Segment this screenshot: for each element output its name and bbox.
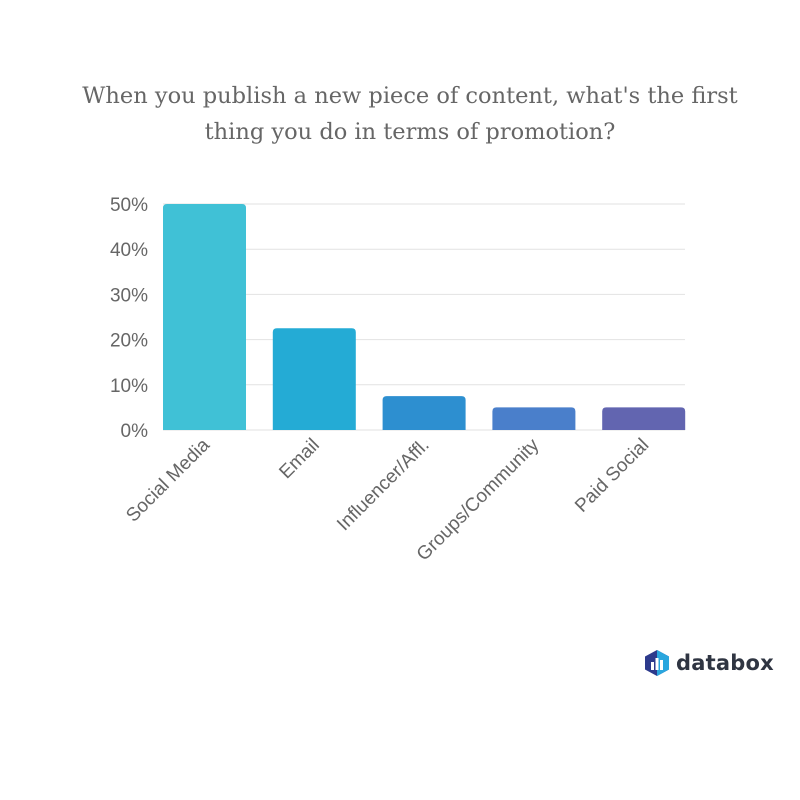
databox-wordmark: databox bbox=[676, 651, 774, 675]
y-tick-label: 40% bbox=[110, 240, 148, 261]
x-axis-ticks: Social Media Email Influencer/Affl.Groups/… bbox=[122, 434, 653, 565]
y-tick-label: 10% bbox=[110, 376, 148, 397]
databox-logo: databox bbox=[644, 648, 774, 678]
bar bbox=[163, 204, 246, 430]
chart-title: When you publish a new piece of content,… bbox=[40, 78, 780, 150]
y-tick-label: 50% bbox=[110, 195, 148, 216]
x-tick-label: Influencer/Affl. bbox=[333, 435, 433, 535]
x-tick-label: Groups/Community bbox=[413, 434, 544, 565]
chart-title-line-2: thing you do in terms of promotion? bbox=[204, 119, 616, 145]
bar bbox=[272, 328, 356, 430]
bar bbox=[602, 407, 686, 430]
bar bbox=[492, 407, 576, 430]
chart-title-line-1: When you publish a new piece of content,… bbox=[82, 83, 738, 109]
y-tick-label: 0% bbox=[121, 421, 149, 442]
y-axis-ticks: 0% 10% 20% 30% 40% 50% bbox=[110, 195, 148, 442]
y-tick-label: 20% bbox=[110, 331, 148, 352]
bars bbox=[163, 204, 686, 430]
x-tick-label: Paid Social bbox=[571, 435, 653, 517]
x-tick-label: Social Media bbox=[122, 434, 214, 526]
bar bbox=[382, 396, 466, 430]
x-tick-label: Email bbox=[275, 435, 323, 483]
y-tick-label: 30% bbox=[110, 285, 148, 306]
databox-hexagon-icon bbox=[645, 650, 669, 676]
